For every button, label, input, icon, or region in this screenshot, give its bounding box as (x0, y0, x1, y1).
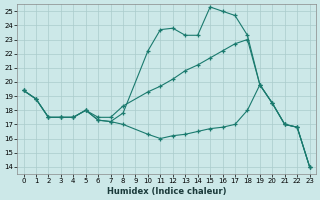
X-axis label: Humidex (Indice chaleur): Humidex (Indice chaleur) (107, 187, 226, 196)
